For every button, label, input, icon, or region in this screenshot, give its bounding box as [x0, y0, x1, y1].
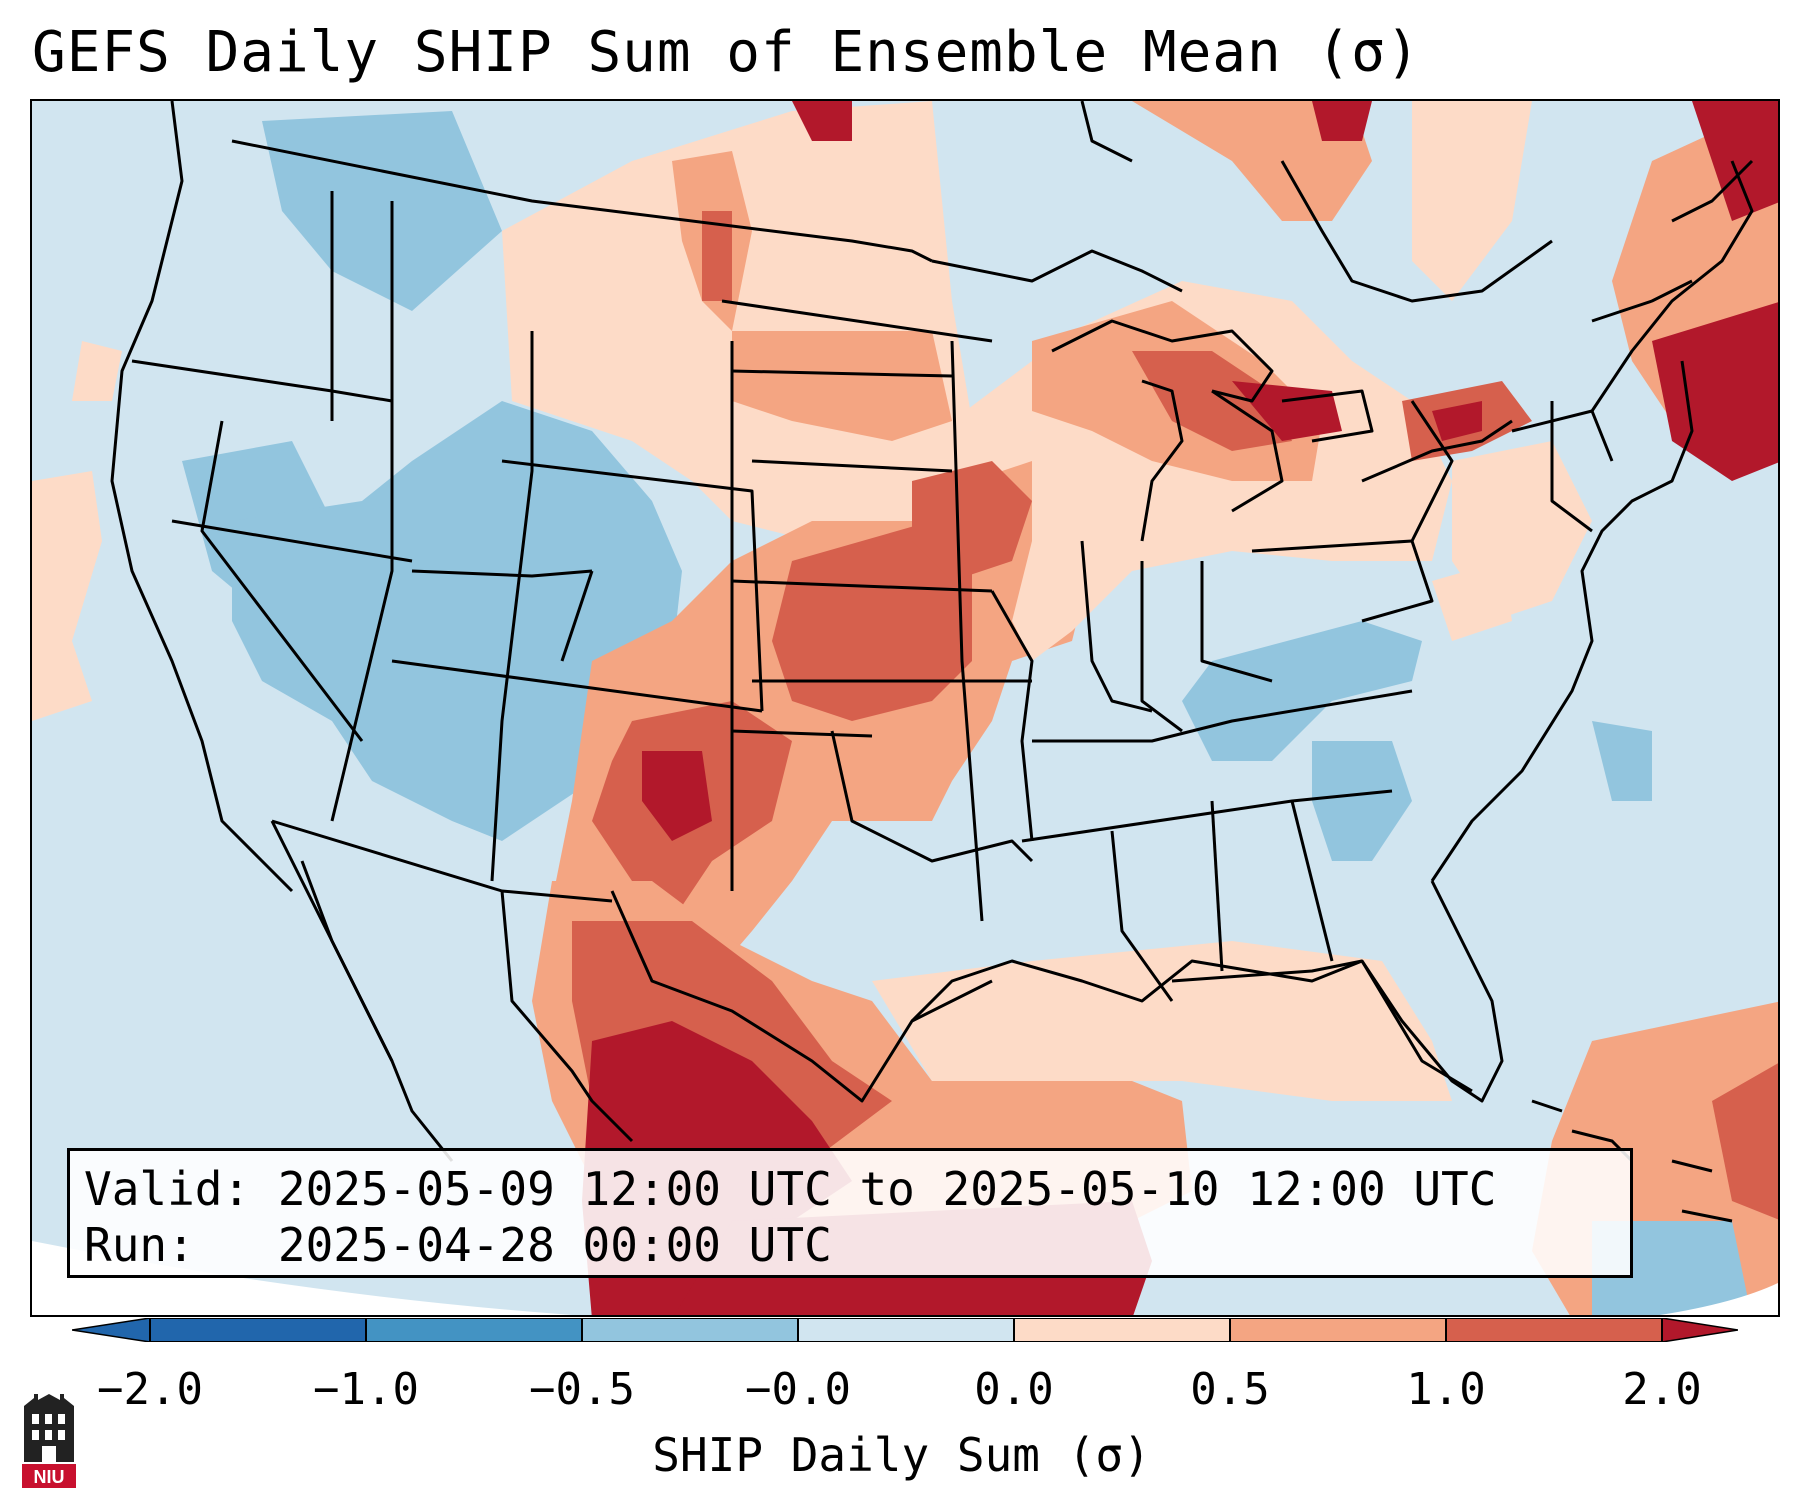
colorbar-bin [366, 1318, 582, 1342]
tick-label: −2.0 [97, 1364, 203, 1415]
colorbar [72, 1318, 1738, 1342]
map-title: GEFS Daily SHIP Sum of Ensemble Mean (σ) [32, 20, 1421, 85]
colorbar-bin [1230, 1318, 1446, 1342]
tick-label: 1.0 [1406, 1364, 1486, 1415]
colorbar-label: SHIP Daily Sum (σ) [652, 1428, 1151, 1482]
tick-label: −0.0 [745, 1364, 851, 1415]
colorbar-ticks: −2.0 −1.0 −0.5 −0.0 0.0 0.5 1.0 2.0 [0, 1336, 1803, 1416]
logo-text: NIU [34, 1467, 65, 1487]
tick-label: −1.0 [313, 1364, 419, 1415]
map-canvas [32, 101, 1778, 1315]
colorbar-bin [798, 1318, 1014, 1342]
tick-label: 2.0 [1622, 1364, 1702, 1415]
niu-logo-icon: NIU [22, 1394, 76, 1488]
colorbar-bin [1446, 1318, 1662, 1342]
valid-run-infobox: Valid: 2025-05-09 12:00 UTC to 2025-05-1… [67, 1148, 1633, 1278]
colorbar-bin [150, 1318, 366, 1342]
run-value: 2025-04-28 00:00 UTC [277, 1218, 832, 1272]
tick-label: 0.5 [1190, 1364, 1270, 1415]
tick-label: −0.5 [529, 1364, 635, 1415]
valid-value: 2025-05-09 12:00 UTC to 2025-05-10 12:00… [277, 1162, 1497, 1216]
tick-label: 0.0 [974, 1364, 1054, 1415]
map-panel [30, 99, 1780, 1317]
colorbar-bin [582, 1318, 798, 1342]
colorbar-bin [1014, 1318, 1230, 1342]
run-label: Run: [84, 1218, 195, 1272]
valid-label: Valid: [84, 1162, 251, 1216]
